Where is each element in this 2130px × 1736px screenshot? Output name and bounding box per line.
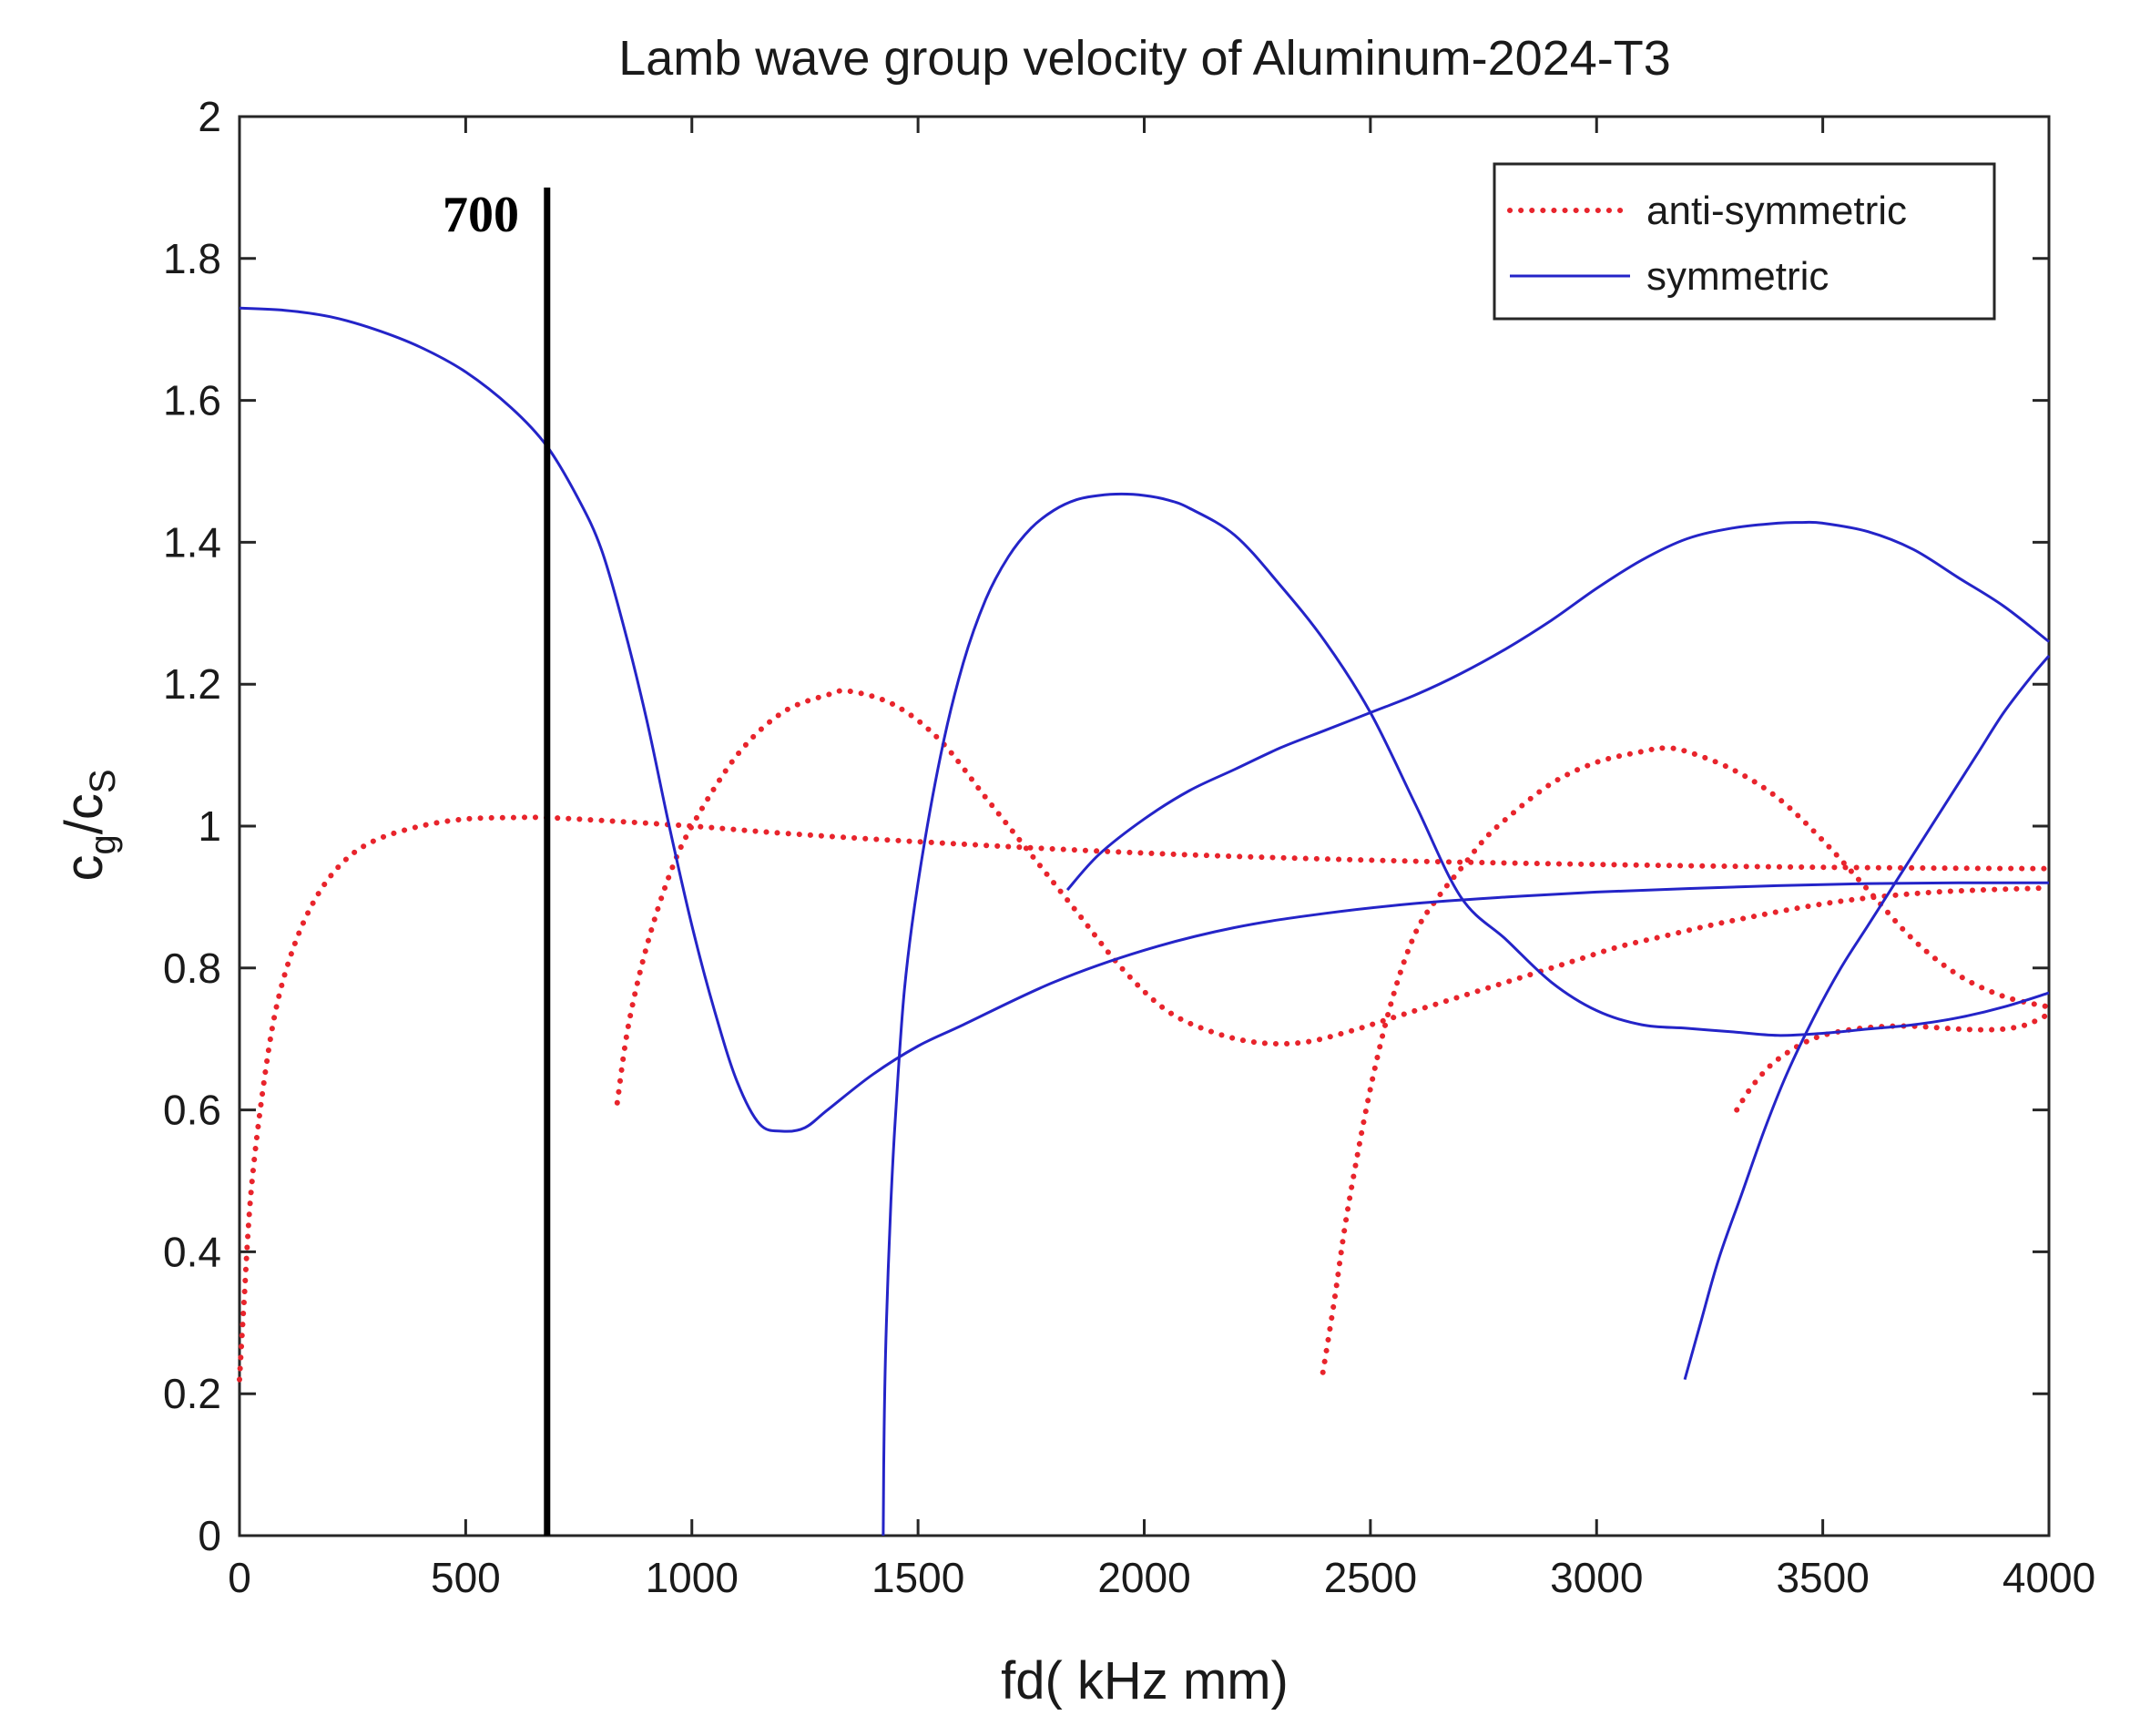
x-tick-label: 3500 (1776, 1554, 1869, 1601)
y-label-c: c (55, 855, 114, 882)
x-tick-label: 4000 (2003, 1554, 2095, 1601)
tick-labels: 0 500 1000 1500 2000 2500 3000 3500 4000 0 0.2 0.4 0… (163, 93, 2095, 1601)
y-tick-label: 0.2 (163, 1370, 221, 1417)
series-line-a0 (237, 814, 2052, 1383)
x-tick-label: 0 (228, 1554, 251, 1601)
y-label-sub-s: S (83, 769, 123, 793)
legend-box (1493, 162, 1996, 321)
x-tick-label: 1000 (646, 1554, 739, 1601)
y-tick-label: 0.6 (163, 1087, 221, 1134)
y-tick-label: 1.6 (163, 377, 221, 424)
series-line-s3 (1683, 655, 2051, 1381)
series-line-s0 (239, 306, 2050, 1133)
x-tick-label: 2000 (1097, 1554, 1190, 1601)
series-group (237, 306, 2052, 1537)
axis-ticks (238, 115, 2051, 1537)
x-tick-label: 500 (431, 1554, 501, 1601)
y-tick-label: 1.2 (163, 660, 221, 708)
y-tick-label: 0.8 (163, 945, 221, 992)
series-line-s2 (1065, 520, 2050, 892)
y-tick-label: 1.4 (163, 518, 221, 566)
chart-title: Lamb wave group velocity of Aluminum-202… (618, 31, 1671, 86)
x-tick-label: 1500 (871, 1554, 964, 1601)
y-tick-label: 0 (198, 1512, 221, 1559)
y-tick-label: 1.8 (163, 235, 221, 282)
x-tick-label: 2500 (1324, 1554, 1417, 1601)
plot-area (238, 115, 2051, 1537)
y-tick-label: 2 (198, 93, 221, 140)
series-line-a1 (614, 688, 2052, 1106)
y-tick-label: 0.4 (163, 1228, 221, 1275)
y-axis-label: cg/cS (55, 769, 123, 881)
y-tick-label: 1 (198, 802, 221, 850)
y-label-sub-g: g (83, 834, 123, 854)
legend-label-symmetric: symmetric (1646, 254, 1829, 299)
series-line-a2 (1320, 745, 2052, 1375)
x-axis-label: fd( kHz mm) (1001, 1651, 1289, 1710)
legend-label-anti-symmetric: anti-symmetric (1646, 189, 1907, 233)
legend: anti-symmetric symmetric (1493, 162, 1996, 321)
series-line-s1 (882, 492, 2050, 1537)
x-tick-label: 3000 (1550, 1554, 1643, 1601)
y-label-slash-c: /c (55, 793, 114, 834)
fd-700-label: 700 (443, 187, 519, 243)
